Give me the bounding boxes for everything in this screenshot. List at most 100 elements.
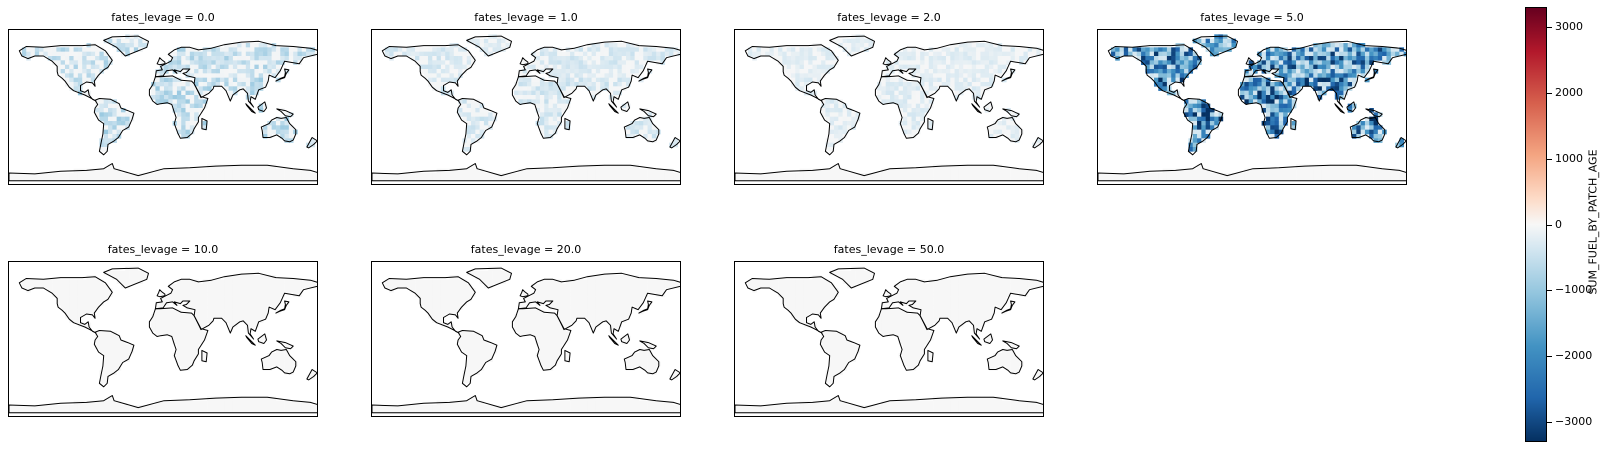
heatmap-cell [971, 77, 977, 83]
heatmap-cell [877, 95, 882, 100]
heatmap-cell [574, 288, 579, 293]
heatmap-cell [574, 64, 579, 70]
heatmap-cell [535, 64, 541, 70]
heatmap-cell [976, 82, 981, 87]
heatmap-cell [271, 353, 277, 358]
heatmap-cell [176, 296, 182, 302]
heatmap-cell [677, 177, 680, 182]
heatmap-cell [548, 314, 554, 319]
heatmap-cell [284, 283, 290, 289]
heatmap-cell [241, 51, 247, 57]
heatmap-cell [471, 361, 476, 367]
heatmap-cell [621, 335, 627, 341]
heatmap-cell [821, 73, 826, 78]
heatmap-cell [565, 99, 571, 104]
heatmap-cell [245, 305, 251, 310]
heatmap-cell [773, 47, 779, 52]
heatmap-cell [116, 353, 122, 358]
heatmap-cell [954, 95, 960, 100]
heatmap-cell [112, 129, 117, 135]
heatmap-cell [176, 400, 182, 406]
heatmap-cell [782, 47, 787, 52]
heatmap-cell [613, 168, 618, 174]
heatmap-cell [219, 409, 225, 414]
heatmap-cell [1313, 86, 1318, 91]
heatmap-cell [284, 370, 290, 375]
heatmap-cell [176, 279, 182, 284]
heatmap-cell [595, 288, 601, 293]
heatmap-cell [254, 288, 260, 293]
heatmap-cell [168, 292, 173, 297]
heatmap-cell [997, 129, 1003, 135]
heatmap-cell [643, 134, 648, 139]
heatmap-cell [207, 318, 212, 323]
heatmap-cell [406, 405, 412, 410]
heatmap-cell [1343, 168, 1349, 174]
heatmap-cell [1184, 69, 1189, 74]
heatmap-cell [971, 173, 977, 178]
heatmap-cell [280, 353, 285, 358]
heatmap-cell [64, 177, 70, 182]
heatmap-cell [1231, 43, 1237, 48]
heatmap-cell [669, 168, 674, 174]
heatmap-cell [902, 125, 908, 130]
heatmap-cell [574, 51, 579, 57]
heatmap-cell [825, 51, 831, 57]
heatmap-cell [1369, 177, 1374, 182]
heatmap-cell [1192, 60, 1198, 65]
heatmap-cell [168, 95, 173, 100]
heatmap-cell [937, 56, 942, 61]
heatmap-cell [1162, 77, 1168, 83]
heatmap-cell [168, 400, 173, 406]
heatmap-cell [1265, 125, 1271, 130]
heatmap-cell [263, 129, 268, 135]
heatmap-cell [466, 60, 472, 65]
heatmap-cell [453, 56, 459, 61]
heatmap-cell [310, 279, 315, 284]
heatmap-cell [890, 64, 895, 70]
heatmap-cell [643, 168, 648, 174]
heatmap-cell [595, 396, 601, 401]
heatmap-cell [224, 82, 229, 87]
heatmap-cell [795, 51, 800, 57]
heatmap-cell [1343, 173, 1349, 178]
heatmap-cell [440, 296, 446, 302]
heatmap-cell [258, 405, 264, 410]
heatmap-cell [271, 292, 277, 297]
heatmap-cell [1158, 73, 1163, 78]
heatmap-cell [95, 292, 100, 297]
heatmap-cell [535, 168, 541, 174]
heatmap-cell [958, 69, 964, 74]
heatmap-cell [937, 51, 942, 57]
heatmap-cell [1145, 69, 1150, 74]
heatmap-cell [453, 301, 459, 306]
heatmap-cell [267, 125, 272, 130]
heatmap-cell [1313, 173, 1318, 178]
heatmap-cell [232, 283, 238, 289]
heatmap-cell [198, 99, 204, 104]
heatmap-cell [933, 168, 938, 174]
heatmap-cell [1274, 60, 1280, 65]
heatmap-cell [894, 177, 899, 182]
heatmap-cell [933, 82, 938, 87]
heatmap-cell [185, 168, 191, 174]
heatmap-cell [176, 361, 182, 367]
heatmap-cell [1209, 38, 1215, 44]
heatmap-cell [911, 108, 917, 113]
heatmap-cell [181, 108, 186, 113]
heatmap-cell [215, 409, 221, 414]
heatmap-cell [634, 396, 640, 401]
heatmap-cell [293, 56, 298, 61]
heatmap-cell [834, 177, 839, 182]
heatmap-cell [582, 400, 588, 406]
heatmap-cell [967, 177, 973, 182]
heatmap-cell [1352, 173, 1357, 178]
heatmap-cell [172, 283, 178, 289]
heatmap-cell [570, 301, 575, 306]
heatmap-cell [535, 340, 541, 345]
heatmap-cell [626, 335, 631, 341]
heatmap-cell [565, 353, 571, 358]
heatmap-cell [1317, 43, 1323, 48]
heatmap-cell [440, 309, 446, 315]
heatmap-cell [600, 86, 605, 91]
